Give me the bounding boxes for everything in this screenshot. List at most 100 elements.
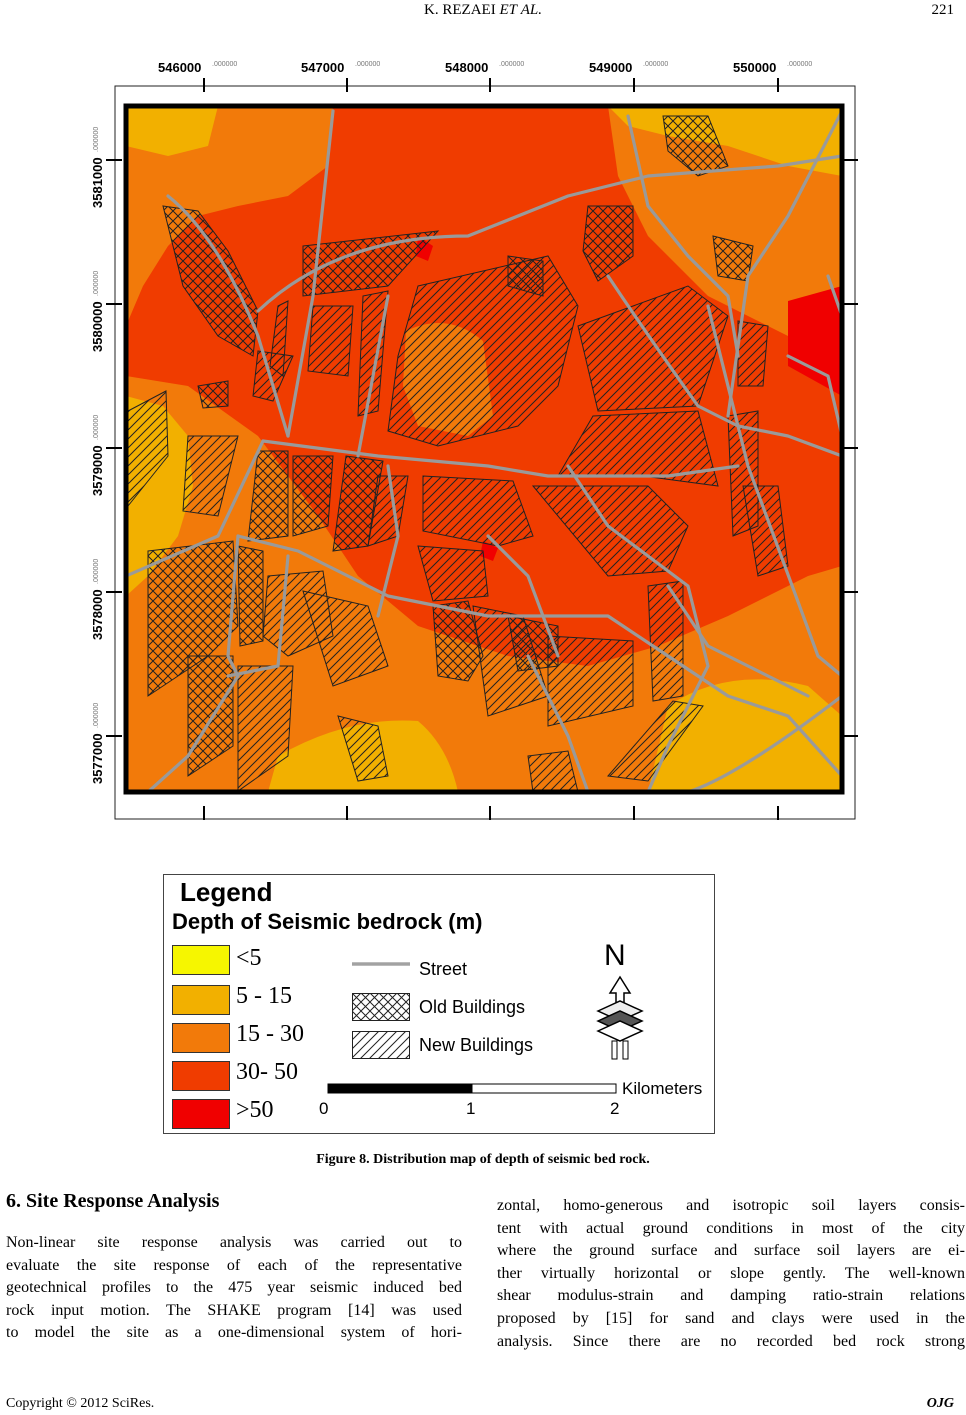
streets-layer: [126, 109, 842, 792]
header-author-name: K. REZAEI: [424, 2, 496, 18]
y-axis-left: 3581000 3580000 3579000 3578000 3577000: [90, 157, 105, 784]
x-tick-top-decimals: .000000: [212, 61, 237, 68]
y-tick-left: 3577000: [90, 733, 105, 784]
y-tick-left-decimals: .000000: [93, 559, 100, 584]
x-tick-top-decimals: .000000: [355, 61, 380, 68]
map-legend: Legend Depth of Seismic bedrock (m) <5 5…: [163, 874, 715, 1134]
x-axis-top: 546000 .000000 547000 .000000 548000 .00…: [158, 60, 812, 75]
new-building-block: [737, 320, 769, 387]
old-buildings-layer: [147, 115, 754, 777]
scale-tick-0: 0: [319, 1099, 329, 1118]
street-line: [261, 439, 740, 478]
street-line: [376, 464, 400, 618]
scale-tick-2: 2: [610, 1099, 620, 1118]
text-line: proposed by [15] for sand and clays were…: [497, 1309, 965, 1327]
old-building-block: [302, 230, 440, 297]
header-al: AL.: [520, 2, 542, 18]
y-axis-left-decimals: .000000 .000000 .000000 .000000 .000000: [93, 127, 100, 728]
legend-swatch-lt5: [172, 945, 230, 975]
text-line: shear modulus-strain and damping ratio-s…: [497, 1287, 965, 1305]
new-building-block: [182, 435, 239, 517]
x-tick-top: 549000: [589, 60, 632, 75]
new-building-block: [252, 350, 294, 402]
y-tick-left: 3579000: [90, 445, 105, 496]
street-line: [256, 154, 842, 313]
street-line: [286, 109, 335, 438]
new-building-block: [577, 285, 729, 412]
street-line: [786, 354, 842, 438]
header-authors: K. REZAEI ET AL.: [0, 2, 966, 19]
text-line: rock input motion. The SHAKE program [14…: [6, 1301, 462, 1319]
legend-new-buildings-label: New Buildings: [419, 1035, 534, 1055]
depth-map-svg: 546000 .000000 547000 .000000 548000 .00…: [90, 60, 876, 841]
depth-map-figure: 546000 .000000 547000 .000000 548000 .00…: [88, 56, 876, 841]
street-line: [686, 694, 842, 792]
old-building-block: [582, 205, 634, 282]
x-tick-top: 547000: [301, 60, 344, 75]
street-line: [526, 654, 590, 792]
new-building-block: [417, 545, 489, 602]
text-line: geotechnical profiles to the 475 year se…: [6, 1279, 462, 1297]
legend-swatch-gt50: [172, 1099, 230, 1129]
old-building-block: [187, 655, 234, 777]
y-tick-left-decimals: .000000: [93, 703, 100, 728]
street-line: [626, 114, 740, 358]
text-line: to model the site as a one-dimensional s…: [6, 1324, 462, 1342]
old-building-block: [432, 600, 484, 682]
text-line: where the ground surface and surface soi…: [497, 1242, 965, 1260]
legend-label-lt5: <5: [236, 945, 262, 971]
legend-label-15-30: 15 - 30: [236, 1021, 304, 1047]
x-tick-top-decimals: .000000: [499, 61, 524, 68]
zone-gt50-spot-center: [480, 541, 498, 561]
x-tick-top-decimals: .000000: [787, 61, 812, 68]
page-number: 221: [931, 2, 955, 18]
new-buildings-layer: [127, 255, 789, 792]
street-line: [606, 274, 842, 458]
scale-tick-1: 1: [466, 1099, 476, 1118]
y-tick-left: 3580000: [90, 301, 105, 352]
zone-5-15-nw-corner: [126, 106, 218, 156]
y-tick-left: 3581000: [90, 157, 105, 208]
tick-marks: [106, 78, 858, 820]
old-building-block: [197, 380, 229, 409]
scale-bar: [327, 1083, 617, 1094]
zone-15-30-nw: [126, 106, 333, 326]
legend-old-buildings-symbol: [352, 993, 410, 1021]
new-building-block: [647, 580, 684, 702]
new-building-block: [531, 485, 689, 577]
x-tick-top-decimals: .000000: [643, 61, 668, 68]
y-tick-left-decimals: .000000: [93, 127, 100, 152]
street-line: [146, 534, 240, 792]
street-line: [236, 534, 842, 778]
legend-street-symbol: [352, 962, 410, 966]
old-building-block: [147, 540, 239, 697]
legend-new-buildings-symbol: [352, 1031, 410, 1059]
street-line: [126, 439, 265, 578]
right-column: zontal, homo-generous and isotropic soil…: [497, 1195, 965, 1353]
north-label: N: [604, 939, 626, 972]
new-building-block: [307, 305, 354, 377]
street-line: [726, 109, 842, 418]
new-building-block: [387, 255, 579, 447]
new-building-block: [302, 590, 389, 687]
scale-unit: Kilometers: [622, 1079, 703, 1098]
street-line: [166, 194, 290, 438]
street-line: [226, 554, 290, 678]
figure-caption: Figure 8. Distribution map of depth of s…: [316, 1152, 650, 1167]
section-heading: 6. Site Response Analysis: [6, 1190, 220, 1212]
street-line: [356, 294, 390, 458]
running-header: K. REZAEI ET AL. 221: [0, 0, 966, 24]
y-tick-left: 3578000: [90, 589, 105, 640]
old-building-block: [247, 450, 289, 542]
new-building-block: [422, 475, 534, 547]
street-line: [486, 534, 560, 658]
x-tick-top: 546000: [158, 60, 201, 75]
map-border: [123, 103, 845, 795]
legend-label-30-50: 30- 50: [236, 1059, 298, 1085]
legend-street-label: Street: [419, 959, 468, 979]
zone-gt50-east: [788, 286, 842, 396]
text-line: analysis. Since there are no recorded be…: [497, 1332, 965, 1350]
legend-label-5-15: 5 - 15: [236, 983, 292, 1009]
new-building-block: [527, 750, 579, 792]
text-line: zontal, homo-generous and isotropic soil…: [497, 1197, 965, 1214]
